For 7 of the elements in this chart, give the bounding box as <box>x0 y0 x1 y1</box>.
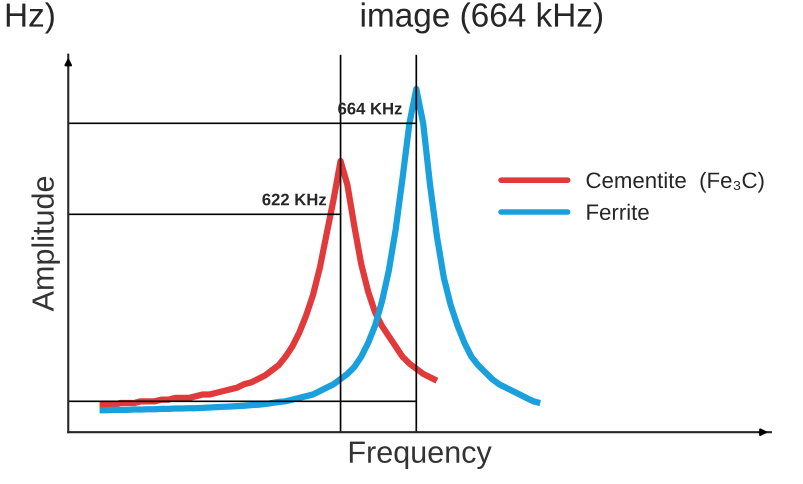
y-axis-title: Amplitude <box>31 176 60 312</box>
ref-line-label: 622 KHz <box>262 194 326 206</box>
text: Hz) <box>6 2 54 34</box>
chart-title: image (664 kHz) <box>362 2 602 34</box>
legend-label: Ferrite <box>587 204 649 220</box>
x-axis-title: Frequency <box>350 442 492 470</box>
legend-label: Cementite (Fe₃C) <box>586 172 764 193</box>
